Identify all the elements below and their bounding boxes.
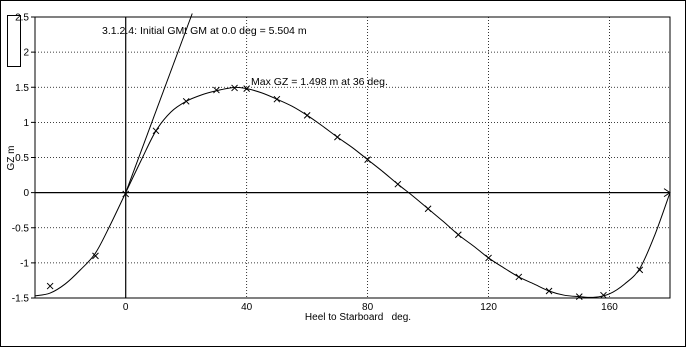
axes: [31, 16, 671, 299]
gm-tangent-line: [125, 13, 193, 193]
x-tick-label: 80: [362, 302, 374, 313]
data-marker: [243, 85, 251, 93]
data-marker: [394, 180, 402, 188]
legend-box: [7, 15, 21, 67]
y-tick-label: 0.5: [15, 153, 29, 164]
max-gz-annotation: Max GZ = 1.498 m at 36 deg.: [251, 76, 388, 88]
x-tick-label: 160: [601, 302, 618, 313]
data-marker: [122, 190, 130, 198]
data-marker: [92, 252, 99, 260]
plot-area: [34, 13, 671, 300]
tick-labels: -1.5 -1 -0.5 0 0.5 1 1.5 2 2.5 0 40 80 120 160: [12, 13, 619, 314]
data-marker: [182, 97, 190, 105]
y-tick-label: 1: [23, 118, 29, 129]
data-marker: [575, 293, 583, 300]
y-tick-label: 0: [23, 188, 29, 199]
gm-annotation: 3.1.2.4: Initial GMt GM at 0.0 deg = 5.5…: [102, 25, 307, 37]
data-marker: [485, 254, 492, 262]
x-axis-label: Heel to Starboard deg.: [305, 312, 411, 323]
y-tick-label: -1: [20, 258, 29, 269]
y-tick-label: 2: [23, 48, 29, 59]
x-tick-label: 0: [123, 302, 129, 313]
data-marker: [454, 231, 462, 239]
grid-lines: [35, 16, 670, 299]
data-marker: [273, 95, 281, 103]
data-marker: [303, 111, 311, 119]
x-tick-label: 120: [480, 302, 497, 313]
y-tick-label: -1.5: [12, 294, 30, 305]
y-tick-label: -0.5: [12, 223, 30, 234]
data-marker: [152, 127, 160, 135]
data-marker: [600, 291, 607, 299]
data-marker: [424, 205, 432, 213]
y-axis-label: GZ m: [6, 146, 17, 171]
curve-end-arrow: [663, 188, 671, 198]
data-marker: [364, 156, 371, 163]
data-marker: [213, 86, 220, 94]
data-marker: [515, 273, 523, 281]
y-tick-label: 2.5: [15, 13, 29, 24]
x-tick-label: 40: [241, 302, 253, 313]
data-marker: [231, 84, 238, 92]
gz-curve: [34, 86, 671, 298]
data-marker: [545, 287, 553, 295]
plot-border: [34, 16, 671, 299]
data-marker: [334, 133, 341, 141]
y-tick-label: 1.5: [15, 83, 29, 94]
data-marker: [46, 282, 54, 290]
data-marker: [636, 266, 644, 274]
